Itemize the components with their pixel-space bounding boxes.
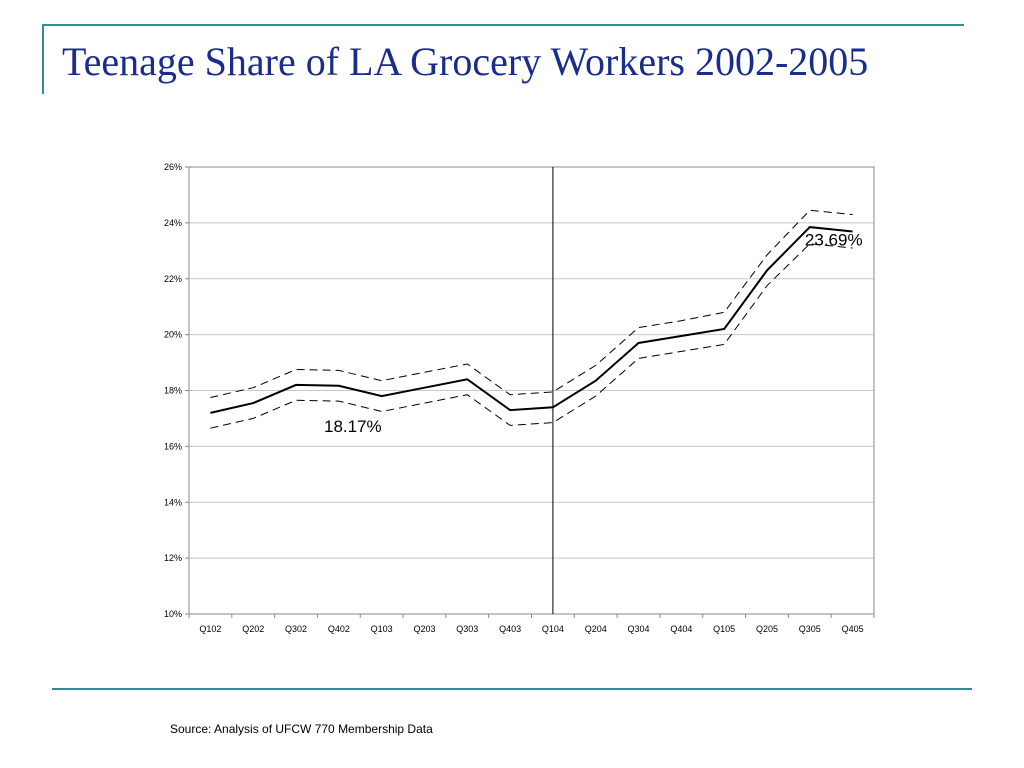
x-tick-label: Q302 — [285, 624, 307, 634]
y-tick-label: 20% — [164, 330, 182, 340]
source-note: Source: Analysis of UFCW 770 Membership … — [170, 722, 433, 736]
title-accent-vertical — [42, 24, 44, 94]
bottom-divider — [52, 688, 972, 690]
title-accent-horizontal — [42, 24, 964, 26]
x-tick-label: Q305 — [799, 624, 821, 634]
confidence-band-line — [210, 209, 853, 398]
y-tick-label: 10% — [164, 609, 182, 619]
y-tick-label: 26% — [164, 162, 182, 172]
y-tick-label: 24% — [164, 218, 182, 228]
data-annotation: 23.69% — [805, 231, 863, 250]
x-tick-label: Q404 — [670, 624, 692, 634]
x-tick-label: Q303 — [456, 624, 478, 634]
slide-title: Teenage Share of LA Grocery Workers 2002… — [62, 39, 869, 84]
x-tick-label: Q104 — [542, 624, 564, 634]
x-tick-label: Q304 — [628, 624, 650, 634]
x-tick-label: Q402 — [328, 624, 350, 634]
y-tick-label: 12% — [164, 553, 182, 563]
x-tick-label: Q205 — [756, 624, 778, 634]
y-tick-label: 18% — [164, 386, 182, 396]
x-tick-label: Q105 — [713, 624, 735, 634]
x-tick-label: Q403 — [499, 624, 521, 634]
y-tick-label: 22% — [164, 274, 182, 284]
confidence-band-line — [210, 243, 853, 429]
x-tick-label: Q103 — [371, 624, 393, 634]
y-tick-label: 16% — [164, 441, 182, 451]
teen-share-line — [210, 226, 853, 414]
data-annotation: 18.17% — [324, 417, 382, 436]
x-tick-label: Q405 — [842, 624, 864, 634]
x-tick-label: Q203 — [413, 624, 435, 634]
x-tick-label: Q202 — [242, 624, 264, 634]
x-tick-label: Q204 — [585, 624, 607, 634]
y-tick-label: 14% — [164, 497, 182, 507]
x-tick-label: Q102 — [199, 624, 221, 634]
